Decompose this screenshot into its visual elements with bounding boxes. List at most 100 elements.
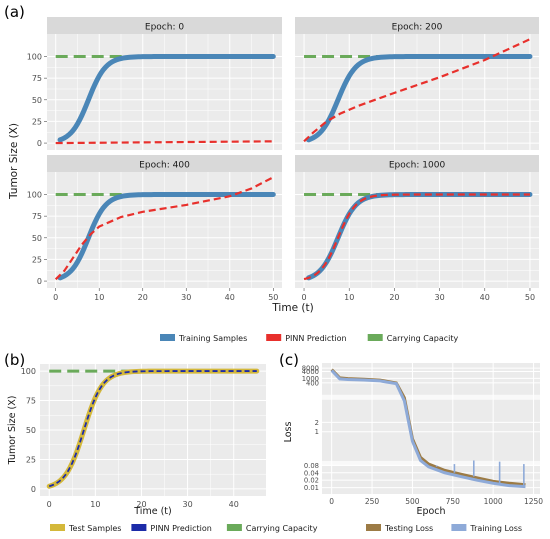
y-tick-label: 75 — [32, 74, 42, 83]
y-tick-label: 50 — [26, 426, 36, 435]
y-tick-label: 50 — [32, 96, 42, 105]
y-tick-label: 25 — [32, 255, 42, 264]
legend-label: Test Samples — [68, 524, 121, 533]
x-tick-label: 1000 — [484, 497, 503, 506]
x-tick-label: 20 — [136, 500, 146, 509]
legend-c: Testing Loss Training Loss — [366, 524, 522, 533]
y-tick-label: 100 — [27, 53, 42, 62]
panel-label-b: (b) — [4, 351, 25, 369]
legend-key — [367, 334, 383, 341]
axis-break-band — [322, 394, 540, 400]
training-samples-line — [57, 54, 276, 143]
panel-label-c: (c) — [279, 351, 299, 369]
facet-strip — [47, 155, 282, 172]
legend-key — [266, 334, 282, 341]
y-tick-label: 0 — [37, 139, 42, 148]
legends-layer: Training Samples PINN Prediction Carrying … — [50, 334, 522, 533]
y-tick-label: 400 — [306, 379, 319, 387]
y-tick-label: 75 — [26, 397, 36, 406]
y-axis-title-a: Tumor Size (X) — [8, 123, 20, 200]
facet-strip — [47, 17, 282, 34]
y-tick-label: 2 — [315, 419, 319, 427]
facet-strip — [295, 17, 539, 34]
y-tick-label: 0 — [37, 277, 42, 286]
x-tick-label: 50 — [268, 293, 278, 302]
x-tick-label: 20 — [138, 293, 148, 302]
facet-1: Epoch: 200 — [295, 17, 539, 150]
y-tick-label: 100 — [21, 367, 36, 376]
facet-0: Epoch: 0 0 25 50 75 100 — [27, 17, 282, 150]
panel-b: 0 10 20 30 40 0 25 50 75 100 Time (t) Tumor Size (X… — [7, 364, 266, 517]
legend-label: PINN Prediction — [285, 334, 346, 343]
x-tick-label: 10 — [90, 500, 100, 509]
facet-title: Epoch: 400 — [139, 161, 190, 171]
x-tick-label: 20 — [389, 293, 399, 302]
x-tick-label: 30 — [182, 500, 192, 509]
legend-label: Carrying Capacity — [387, 334, 459, 343]
legend-key — [226, 524, 242, 531]
training-loss-line — [330, 369, 526, 489]
x-axis-title-a: Time (t) — [271, 302, 313, 314]
y-tick-label: 0.08 — [304, 462, 319, 470]
x-tick-label: 0 — [329, 497, 334, 506]
x-tick-label: 0 — [301, 293, 306, 302]
y-tick-label: 1000 — [302, 375, 319, 383]
x-tick-label: 250 — [365, 497, 380, 506]
facet-strip — [295, 155, 539, 172]
legend-a: Training Samples PINN Prediction Carrying … — [160, 334, 459, 343]
x-tick-label: 40 — [229, 500, 239, 509]
legend-key — [50, 524, 65, 531]
plot-background — [322, 363, 540, 494]
legend-label: Training Samples — [178, 334, 247, 343]
y-tick-label: 4000 — [302, 368, 319, 376]
x-tick-label: 0 — [47, 500, 52, 509]
x-tick-label: 10 — [94, 293, 104, 302]
y-tick-label: 0.02 — [304, 477, 319, 485]
y-tick-label: 0.01 — [304, 484, 319, 492]
x-tick-label: 10 — [344, 293, 354, 302]
y-tick-label: 1 — [315, 428, 319, 436]
x-tick-label: 750 — [446, 497, 461, 506]
panel-label-a: (a) — [4, 3, 25, 21]
pinn-prediction-line — [48, 370, 257, 488]
y-tick-label: 100 — [27, 191, 42, 200]
x-tick-label: 500 — [405, 497, 420, 506]
pinn-prediction-line — [303, 193, 530, 281]
facet-title: Epoch: 200 — [392, 23, 443, 33]
legend-label: Carrying Capacity — [246, 524, 318, 533]
x-tick-label: 0 — [53, 293, 58, 302]
y-axis-title-c: Loss — [283, 422, 294, 443]
y-tick-label: 8000 — [302, 365, 319, 373]
x-tick-label: 1250 — [524, 497, 543, 506]
pinn-prediction-line — [55, 140, 274, 145]
x-axis-title-b: Time (t) — [133, 506, 171, 517]
y-axis-title-b: Tumor Size (X) — [7, 396, 18, 466]
facet-title: Epoch: 0 — [145, 23, 184, 33]
facet-title: Epoch: 1000 — [389, 161, 446, 171]
legend-b: Test Samples PINN Prediction Carrying Capa… — [50, 524, 318, 533]
x-tick-label: 30 — [434, 293, 444, 302]
x-tick-label: 30 — [181, 293, 191, 302]
y-tick-label: 0.04 — [304, 469, 319, 477]
facet-3: Epoch: 1000 0 10 20 30 40 50 — [295, 155, 539, 302]
x-axis-title-c: Epoch — [416, 506, 445, 517]
x-tick-label: 40 — [480, 293, 490, 302]
legend-key — [131, 524, 147, 531]
y-tick-label: 0 — [31, 485, 36, 494]
x-tick-label: 50 — [525, 293, 535, 302]
legend-label: Training Loss — [469, 524, 522, 533]
y-tick-label: 25 — [32, 117, 42, 126]
legend-label: Testing Loss — [384, 524, 433, 533]
y-tick-label: 50 — [32, 234, 42, 243]
y-tick-label: 25 — [26, 455, 36, 464]
facet-2: Epoch: 400 0 25 50 75 100 0 10 20 30 40 50 — [27, 155, 282, 302]
legend-key — [160, 334, 175, 341]
y-tick-label: 75 — [32, 212, 42, 221]
x-tick-label: 40 — [225, 293, 235, 302]
legend-key — [366, 524, 381, 531]
pinn-prediction-line — [54, 176, 274, 281]
panel-c: 0 250 500 750 1000 1250800040001000400210.080… — [283, 363, 543, 517]
legend-key — [451, 524, 467, 531]
